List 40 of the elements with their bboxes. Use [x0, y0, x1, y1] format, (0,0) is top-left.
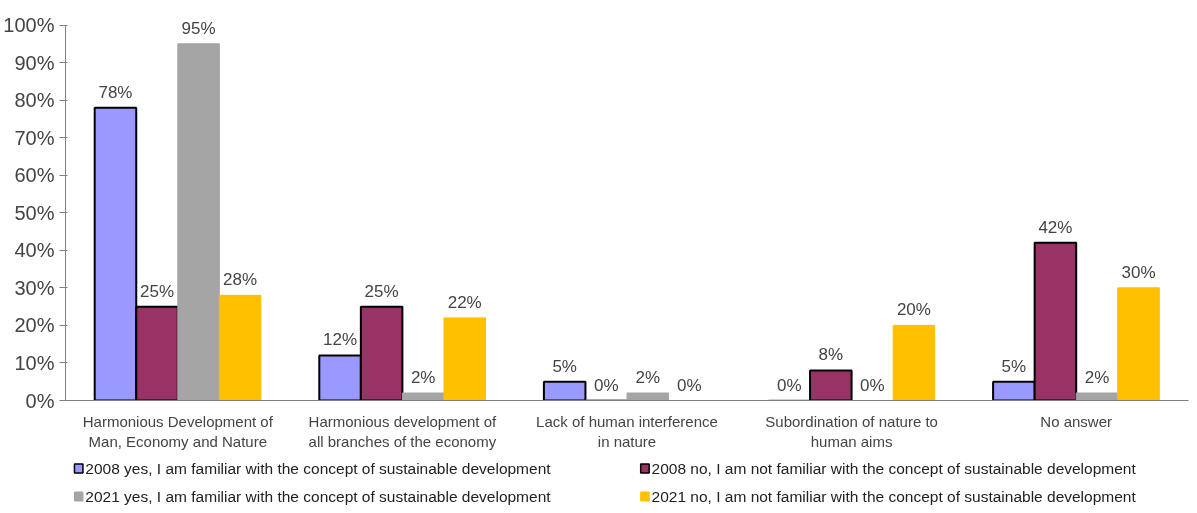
legend-label: 2008 no, I am not familiar with the concept of sustainable development [651, 460, 1137, 477]
data-label: 28% [223, 270, 258, 290]
y-tick-label: 90% [14, 51, 55, 74]
data-label: 5% [1001, 356, 1027, 376]
data-label: 2% [635, 367, 661, 387]
y-tick-label: 70% [14, 126, 55, 149]
y-tick-label: 20% [14, 314, 55, 337]
data-label: 8% [818, 345, 844, 365]
legend-label: 2021 yes, I am familiar with the concept of sustainable development [85, 488, 552, 505]
data-label: 0% [776, 375, 802, 395]
y-tick-label: 30% [14, 276, 55, 299]
data-label: 2% [410, 367, 436, 387]
y-tick-label: 10% [14, 351, 55, 374]
data-label: 0% [860, 375, 885, 395]
x-tick-label: Lack of human interference in nature [536, 412, 718, 450]
data-label: 30% [1121, 262, 1156, 282]
x-tick-label: Harmonious Development of Man, Economy and Nature [82, 412, 274, 450]
data-label: 5% [552, 356, 577, 376]
data-label: 95% [181, 18, 216, 38]
legend-label: 2008 yes, I am familiar with the concept of sustainable development [85, 460, 552, 477]
data-label: 25% [364, 281, 399, 301]
x-tick-label: Subordination of nature to human aims [765, 412, 938, 450]
data-label: 42% [1038, 217, 1073, 237]
data-label: 0% [677, 375, 702, 395]
data-label: 78% [98, 82, 133, 102]
y-tick-label: 0% [25, 389, 55, 412]
y-tick-label: 50% [14, 201, 55, 224]
x-tick-label: Harmonious development of all branches of the economy [308, 412, 498, 450]
data-label: 25% [140, 281, 175, 301]
legend-label: 2021 no, I am not familiar with the concept of sustainable development [651, 488, 1137, 505]
data-label: 0% [593, 375, 619, 395]
y-tick-label: 80% [14, 89, 55, 112]
x-tick-label: No answer [1040, 412, 1113, 430]
y-tick-label: 40% [14, 239, 55, 262]
y-tick-label: 100% [3, 14, 55, 37]
data-label: 12% [323, 330, 358, 350]
data-label: 2% [1084, 367, 1110, 387]
data-label: 22% [447, 292, 482, 312]
y-tick-label: 60% [14, 164, 55, 187]
data-label: 20% [896, 300, 931, 320]
